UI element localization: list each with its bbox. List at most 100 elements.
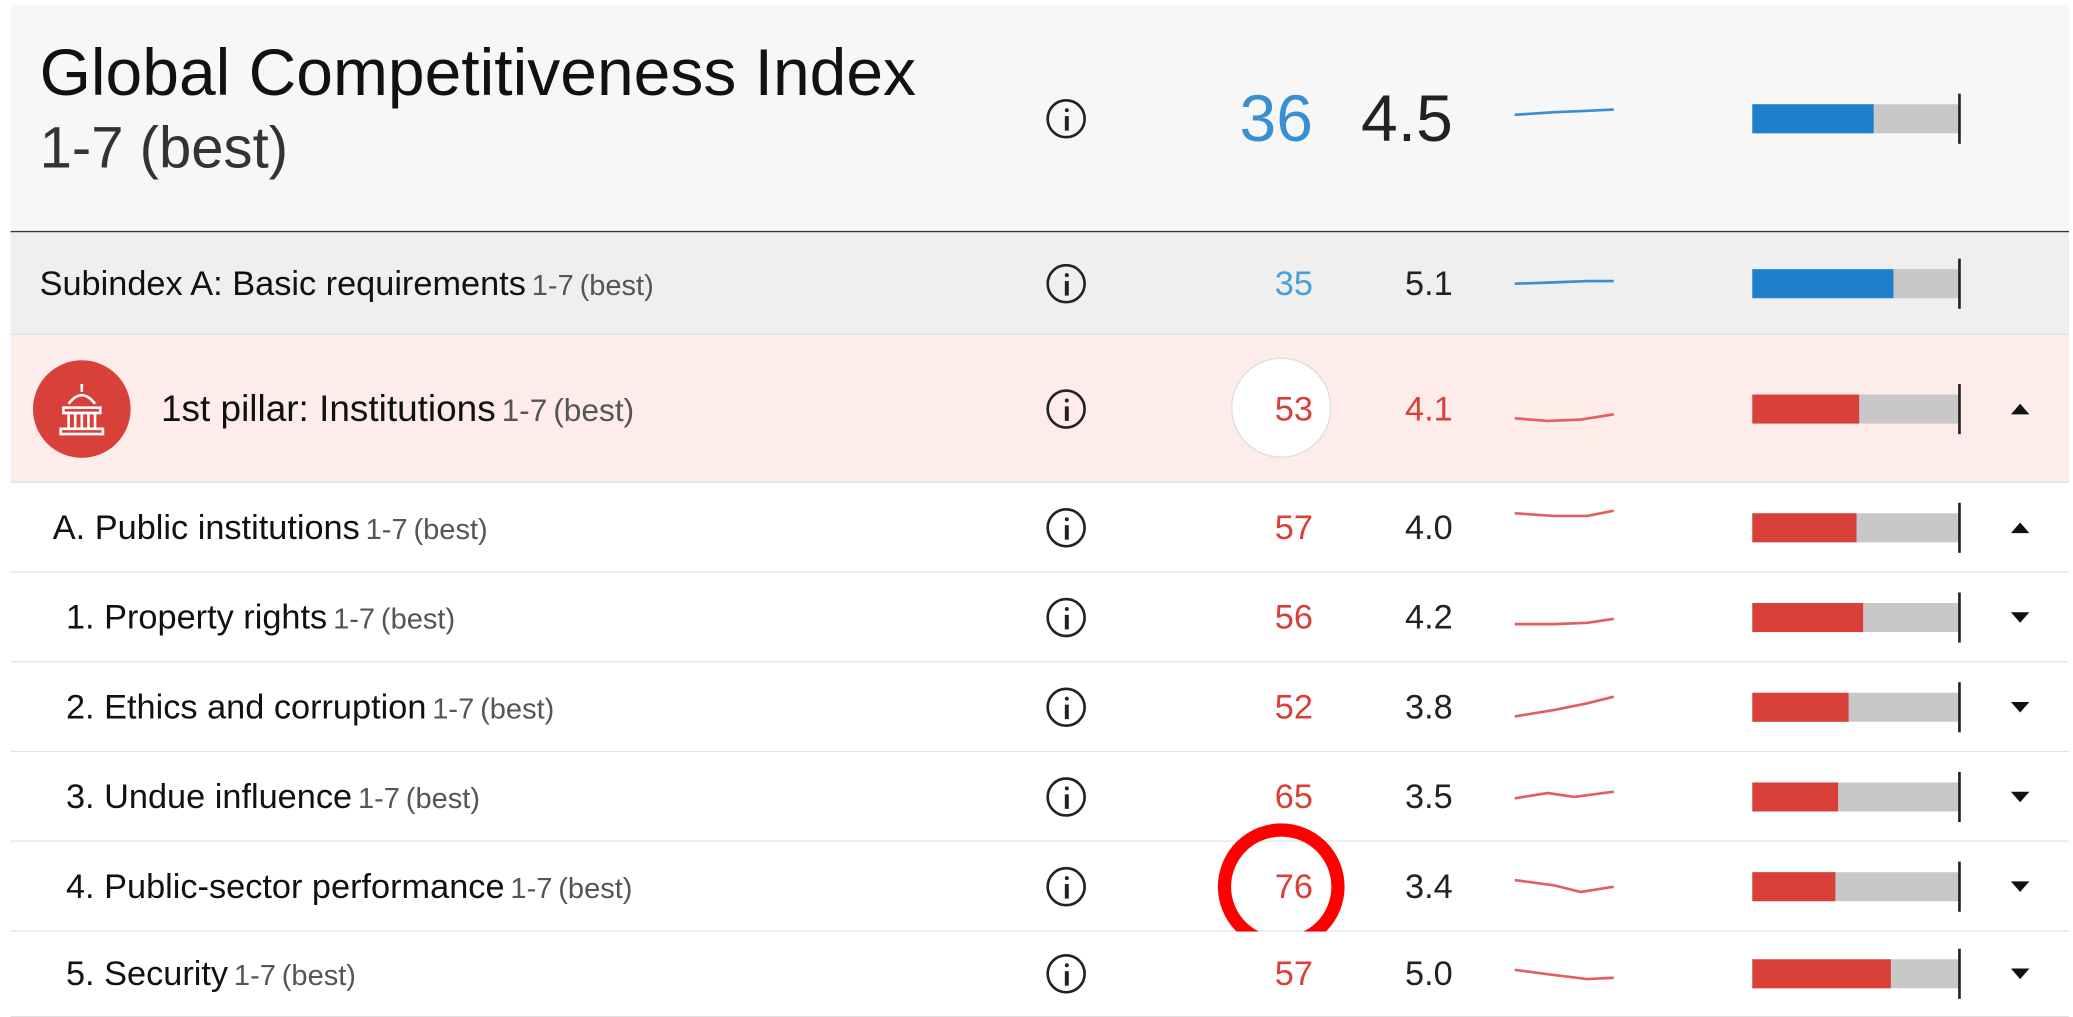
expand-toggle[interactable] <box>2010 880 2030 892</box>
sparkline <box>1514 694 1615 718</box>
rank: 57 <box>1274 506 1313 547</box>
unit-range: 1-7 <box>531 267 574 301</box>
unit-best: (best) <box>553 392 635 429</box>
score-bar-track <box>1752 692 1960 722</box>
info-button[interactable] <box>1046 597 1086 637</box>
score-bar <box>1752 602 1863 632</box>
row-title: Global Competitiveness Index <box>39 35 917 110</box>
score-bar-track <box>1752 602 1960 632</box>
rank: 53 <box>1274 387 1313 428</box>
pillar-icon <box>32 359 131 458</box>
sparkline <box>1514 878 1614 893</box>
score: 3.5 <box>1405 775 1453 816</box>
rank-circle <box>1231 356 1332 458</box>
score-bar-track <box>1752 871 1960 901</box>
rank: 57 <box>1274 953 1313 993</box>
rank: 36 <box>1239 81 1313 156</box>
table-row: 5. Security 1-7 (best) 57 5.0 <box>10 931 2069 1017</box>
info-button[interactable] <box>1046 776 1086 817</box>
row-label-group: 1. Property rights 1-7 (best) <box>66 596 455 637</box>
table-row: Global Competitiveness Index 1-7 (best) 36… <box>10 5 2069 234</box>
score-bar-track <box>1752 512 1960 542</box>
table-row: Subindex A: Basic requirements 1-7 (best… <box>10 232 2069 336</box>
icon-building <box>59 383 105 435</box>
row-label-group: Subindex A: Basic requirements 1-7 (best… <box>40 263 654 304</box>
info-button[interactable] <box>1046 98 1086 138</box>
info-button[interactable] <box>1046 507 1086 547</box>
row-label-group: A. Public institutions 1-7 (best) <box>53 507 488 548</box>
score-bar-track <box>1752 959 1960 989</box>
unit-range: 1-7 <box>357 781 400 815</box>
unit-range: 1-7 <box>432 691 475 725</box>
row-label-group: 2. Ethics and corruption 1-7 (best) <box>66 686 554 727</box>
expand-toggle[interactable] <box>2010 403 2030 414</box>
expand-toggle[interactable] <box>2010 968 2030 980</box>
unit-range: 1-7 <box>233 958 276 992</box>
unit-best: (best) <box>281 958 356 992</box>
score-bar <box>1752 103 1874 133</box>
unit-range: 1-7 <box>39 116 124 181</box>
score-bar-track <box>1752 268 1960 298</box>
score-bar-track <box>1752 393 1960 423</box>
row-label: A. Public institutions <box>52 506 360 547</box>
row-label-group: 3. Undue influence 1-7 (best) <box>66 776 480 817</box>
sparkline <box>1514 107 1614 116</box>
unit-best: (best) <box>380 601 456 635</box>
row-label: 1. Property rights <box>65 596 328 636</box>
expand-toggle[interactable] <box>2010 611 2030 623</box>
sparkline <box>1514 412 1614 422</box>
unit-best: (best) <box>405 781 481 815</box>
expand-toggle[interactable] <box>2010 701 2030 712</box>
score: 3.8 <box>1405 686 1453 726</box>
unit-range: 1-7 <box>333 601 376 635</box>
unit-range: 1-7 <box>365 511 408 545</box>
score: 4.1 <box>1405 387 1453 428</box>
score-bar-track <box>1752 103 1960 133</box>
score: 5.1 <box>1405 262 1453 303</box>
unit-best: (best) <box>558 870 633 904</box>
sparkline <box>1514 279 1614 285</box>
score-bar <box>1752 692 1849 722</box>
row-unit: 1-7 (best) <box>40 116 288 182</box>
row-label: 5. Security <box>65 953 229 993</box>
info-button[interactable] <box>1046 686 1086 727</box>
table-row: 1. Property rights 1-7 (best) 56 4.2 <box>10 572 2069 663</box>
info-button[interactable] <box>1046 263 1086 303</box>
unit-best: (best) <box>139 116 289 181</box>
bar-end <box>1958 93 1961 144</box>
bar-end <box>1958 948 1961 999</box>
table-row: 1st pillar: Institutions 1-7 (best) 53 4.1 <box>10 335 2069 483</box>
unit-best: (best) <box>579 267 654 301</box>
row-label-group: 5. Security 1-7 (best) <box>66 953 356 994</box>
rank: 65 <box>1274 775 1313 816</box>
bar-end <box>1958 502 1961 553</box>
table-row: 3. Undue influence 1-7 (best) 65 3.5 <box>10 752 2069 842</box>
info-button[interactable] <box>1046 953 1086 994</box>
row-label: Subindex A: Basic requirements <box>39 262 526 303</box>
score: 4.2 <box>1405 596 1453 636</box>
unit-range: 1-7 <box>510 870 553 904</box>
score-bar <box>1752 781 1839 811</box>
score-bar <box>1752 959 1891 989</box>
highlight-ring <box>1217 822 1345 950</box>
info-button[interactable] <box>1046 388 1086 429</box>
score-bar <box>1752 871 1836 901</box>
rank: 56 <box>1274 596 1313 636</box>
expand-toggle[interactable] <box>2010 791 2030 802</box>
score: 3.4 <box>1405 865 1453 906</box>
row-label: 4. Public-sector performance <box>65 865 505 906</box>
table-row: A. Public institutions 1-7 (best) 57 4.0 <box>10 482 2069 573</box>
unit-best: (best) <box>480 691 555 725</box>
bar-end <box>1958 771 1961 822</box>
expand-toggle[interactable] <box>2010 521 2030 533</box>
table-row: 2. Ethics and corruption 1-7 (best) 52 3.8 <box>10 662 2069 753</box>
score: 4.5 <box>1361 81 1453 156</box>
row-label: 1st pillar: Institutions <box>160 387 496 429</box>
unit-best: (best) <box>413 511 488 545</box>
row-label: 3. Undue influence <box>65 775 353 816</box>
score-bar <box>1752 393 1860 423</box>
row-label: 2. Ethics and corruption <box>65 686 427 726</box>
info-button[interactable] <box>1046 866 1086 906</box>
